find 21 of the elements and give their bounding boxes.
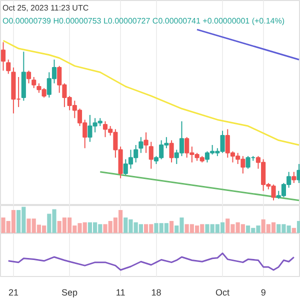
x-tick-label: 9: [260, 288, 266, 298]
x-tick-label: 18: [151, 288, 162, 298]
candlestick: [32, 76, 36, 89]
x-tick-label: Sep: [62, 288, 78, 298]
candlestick: [148, 141, 154, 170]
candlestick: [292, 171, 296, 184]
text: Oct 25, 2023 11:23 UTC: [2, 4, 89, 12]
candlestick: [169, 140, 174, 163]
x-tick-label: 11: [116, 288, 126, 298]
bar: [169, 220, 174, 233]
candlestick: [296, 163, 300, 184]
x-tick-label: Oct: [216, 288, 230, 298]
text: O0.00000739 H0.00000753 L0.00000727 C0.00000741 +0.00000001 (+0.14%): [2, 16, 285, 26]
candlestick: [26, 70, 32, 84]
candlestick: [6, 59, 11, 74]
candlestick: [144, 132, 148, 154]
bar: [292, 228, 296, 233]
x-tick-label: 21: [8, 288, 18, 298]
bar: [296, 220, 300, 233]
candlestick: [138, 136, 144, 154]
candlestick: [0, 42, 6, 72]
